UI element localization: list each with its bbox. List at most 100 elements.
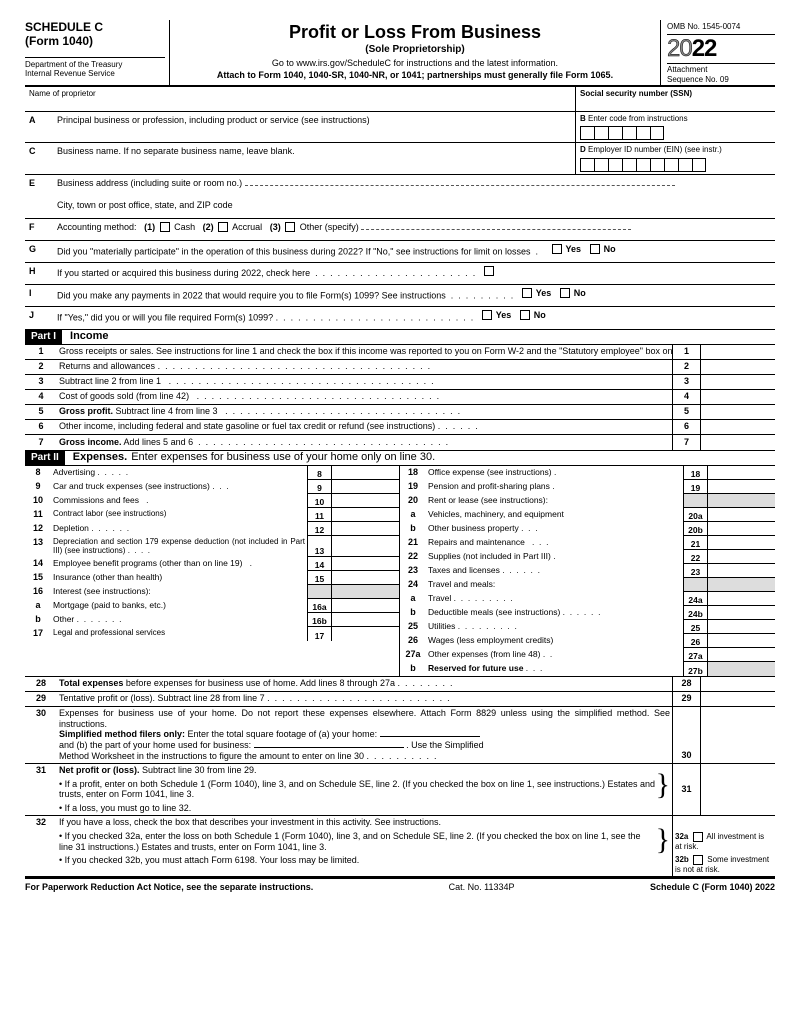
l27a-value[interactable] — [707, 648, 775, 662]
g-yes-checkbox[interactable] — [552, 244, 562, 254]
line5-value[interactable] — [700, 405, 775, 419]
l16a-value[interactable] — [331, 599, 399, 613]
l10-value[interactable] — [331, 494, 399, 508]
l17-text: Legal and professional services — [53, 628, 165, 637]
l9-value[interactable] — [331, 480, 399, 494]
attachment-label: Attachment — [667, 65, 707, 74]
l25-value[interactable] — [707, 620, 775, 634]
l26-text: Wages (less employment credits) — [428, 635, 553, 645]
l17-value[interactable] — [331, 627, 399, 641]
line-h-letter: H — [25, 263, 55, 280]
part2-sub: Enter expenses for business use of your … — [131, 451, 435, 464]
line-i-letter: I — [25, 285, 55, 302]
form-label: (Form 1040) — [25, 34, 165, 48]
l31b-text: Subtract line 30 from line 29. — [140, 765, 257, 775]
l20a-value[interactable] — [707, 508, 775, 522]
l30b-text: Simplified method filers only: — [59, 729, 185, 739]
l30-sqft-a[interactable] — [380, 736, 480, 737]
l29-text: Tentative profit or (loss). Subtract lin… — [59, 693, 265, 703]
line1-text: Gross receipts or sales. See instruction… — [59, 346, 672, 356]
l26-value[interactable] — [707, 634, 775, 648]
l16a-text: Mortgage (paid to banks, etc.) — [53, 600, 166, 610]
l29-value[interactable] — [700, 692, 775, 706]
l21-text: Repairs and maintenance — [428, 537, 525, 547]
l19-value[interactable] — [707, 480, 775, 494]
f-other-checkbox[interactable] — [285, 222, 295, 232]
line-a-letter: A — [25, 112, 55, 129]
year-prefix: 20 — [667, 35, 692, 62]
yes-label: Yes — [566, 244, 582, 255]
j-yes-checkbox[interactable] — [482, 310, 492, 320]
l27a-text: Other expenses (from line 48) — [428, 649, 540, 659]
line3-text: Subtract line 2 from line 1 — [59, 376, 161, 386]
line-f-letter: F — [25, 219, 55, 236]
l24b-value[interactable] — [707, 606, 775, 620]
l12-value[interactable] — [331, 522, 399, 536]
j-no-checkbox[interactable] — [520, 310, 530, 320]
l24a-value[interactable] — [707, 592, 775, 606]
l14-text: Employee benefit programs (other than on… — [53, 558, 242, 568]
footer-mid: Cat. No. 11334P — [449, 882, 515, 893]
l22-value[interactable] — [707, 550, 775, 564]
irs-label: Internal Revenue Service — [25, 69, 165, 79]
l23-text: Taxes and licenses — [428, 565, 500, 575]
l28-value[interactable] — [700, 677, 775, 691]
line7-bold: Gross income. — [59, 437, 122, 447]
l30f-text: Method Worksheet in the instructions to … — [59, 751, 364, 761]
f-other-label: Other (specify) — [300, 222, 359, 232]
f-cash-checkbox[interactable] — [160, 222, 170, 232]
l32c-text: • If you checked 32b, you must attach Fo… — [59, 855, 656, 866]
line-b-text: Enter code from instructions — [588, 114, 688, 123]
line2-value[interactable] — [700, 360, 775, 374]
l32-opta: All investment is at risk. — [675, 832, 764, 851]
footer-right: Schedule C (Form 1040) 2022 — [650, 882, 775, 893]
code-boxes[interactable] — [580, 126, 771, 140]
h-checkbox[interactable] — [484, 266, 494, 276]
i-yes-checkbox[interactable] — [522, 288, 532, 298]
i-no-checkbox[interactable] — [560, 288, 570, 298]
f-accrual-checkbox[interactable] — [218, 222, 228, 232]
attach-text: Attach to Form 1040, 1040-SR, 1040-NR, o… — [176, 70, 654, 81]
l31a-text: Net profit or (loss). — [59, 765, 140, 775]
l20b-value[interactable] — [707, 522, 775, 536]
l12-text: Depletion — [53, 523, 89, 533]
l14-value[interactable] — [331, 557, 399, 571]
line1-value[interactable] — [700, 345, 775, 359]
f-accrual-label: Accrual — [232, 222, 262, 232]
l20a-text: Vehicles, machinery, and equipment — [428, 509, 564, 519]
l16b-text: Other — [53, 614, 74, 624]
l30-value[interactable] — [700, 707, 775, 763]
l9-text: Car and truck expenses (see instructions… — [53, 481, 210, 491]
l21-value[interactable] — [707, 536, 775, 550]
l23-value[interactable] — [707, 564, 775, 578]
l20-text: Rent or lease (see instructions): — [428, 495, 548, 505]
part2-label: Part II — [25, 451, 65, 465]
l16b-value[interactable] — [331, 613, 399, 627]
l31-value[interactable] — [700, 764, 775, 815]
part2-title: Expenses. — [73, 451, 127, 464]
l30-sqft-b[interactable] — [254, 747, 404, 748]
32a-checkbox[interactable] — [693, 832, 703, 842]
line7-value[interactable] — [700, 435, 775, 450]
l15-text: Insurance (other than health) — [53, 572, 162, 582]
line-e-letter: E — [25, 175, 55, 192]
l15-value[interactable] — [331, 571, 399, 585]
l11-value[interactable] — [331, 508, 399, 522]
l30e-text: . Use the Simplified — [406, 740, 484, 750]
l27b-text: Reserved for future use — [428, 663, 523, 673]
proprietor-name-label: Name of proprietor — [25, 87, 575, 111]
g-no-checkbox[interactable] — [590, 244, 600, 254]
line3-value[interactable] — [700, 375, 775, 389]
l32a-text: If you have a loss, check the box that d… — [59, 817, 670, 828]
line-c-text: Business name. If no separate business n… — [55, 143, 575, 160]
line6-value[interactable] — [700, 420, 775, 434]
l18-value[interactable] — [707, 466, 775, 480]
line-d-text: Employer ID number (EIN) (see instr.) — [588, 145, 722, 154]
line-a-text: Principal business or profession, includ… — [55, 112, 575, 129]
line4-value[interactable] — [700, 390, 775, 404]
ein-boxes[interactable] — [580, 158, 771, 172]
l13-value[interactable] — [331, 536, 399, 557]
part1-label: Part I — [25, 330, 62, 344]
32b-checkbox[interactable] — [693, 855, 703, 865]
l8-value[interactable] — [331, 466, 399, 480]
